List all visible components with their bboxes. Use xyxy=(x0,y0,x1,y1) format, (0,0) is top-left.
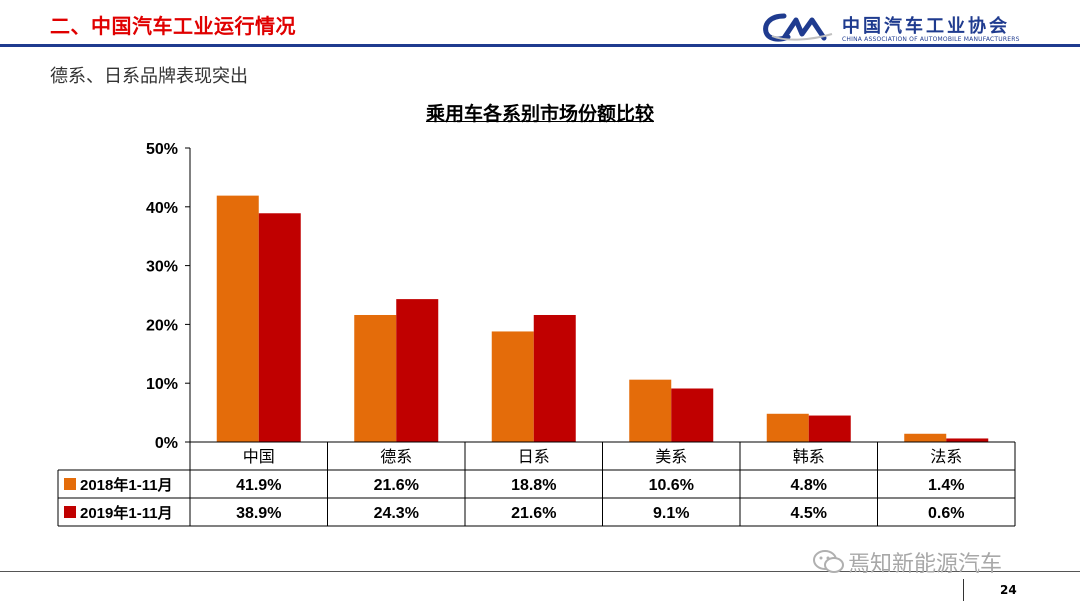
caam-logo: 中国汽车工业协会 CHINA ASSOCIATION OF AUTOMOBILE… xyxy=(762,10,1072,44)
y-tick-label: 0% xyxy=(155,435,178,452)
logo-english-name: CHINA ASSOCIATION OF AUTOMOBILE MANUFACT… xyxy=(842,36,1020,43)
chart-title: 乘用车各系别市场份额比较 xyxy=(425,103,654,125)
data-label: 24.3% xyxy=(374,505,419,522)
wechat-icon xyxy=(813,550,844,573)
legend-swatch xyxy=(64,478,76,490)
bar-2019 xyxy=(533,314,576,442)
section-title: 二、中国汽车工业运行情况 xyxy=(50,14,296,38)
data-label: 1.4% xyxy=(928,477,964,494)
bar-2019 xyxy=(946,438,989,442)
category-label: 法系 xyxy=(930,448,962,466)
data-label: 21.6% xyxy=(511,505,556,522)
y-tick-label: 30% xyxy=(146,259,178,276)
logo-chinese-name: 中国汽车工业协会 xyxy=(842,16,1010,37)
bar-2018 xyxy=(766,413,809,442)
data-label: 9.1% xyxy=(653,505,689,522)
data-label: 4.5% xyxy=(791,505,827,522)
data-label: 41.9% xyxy=(236,477,281,494)
data-label: 4.8% xyxy=(791,477,827,494)
bar-2019 xyxy=(808,415,851,442)
category-label: 美系 xyxy=(655,448,687,466)
y-tick-label: 50% xyxy=(146,141,178,158)
legend-label: 2018年1-11月 xyxy=(80,476,173,494)
bar-2018 xyxy=(904,433,947,442)
category-label: 日系 xyxy=(518,448,550,466)
y-tick-label: 10% xyxy=(146,376,178,393)
bar-2019 xyxy=(258,213,301,442)
page-number: 24 xyxy=(1000,583,1017,597)
footer-divider xyxy=(0,571,1080,572)
slide-subtitle: 德系、日系品牌表现突出 xyxy=(50,66,248,87)
watermark-text: 焉知新能源汽车 xyxy=(848,552,1003,577)
data-label: 10.6% xyxy=(649,477,694,494)
y-tick-label: 40% xyxy=(146,200,178,217)
legend-label: 2019年1-11月 xyxy=(80,504,173,522)
header-divider xyxy=(0,44,1080,47)
category-label: 中国 xyxy=(243,448,275,466)
page-number-divider xyxy=(963,579,964,601)
data-label: 18.8% xyxy=(511,477,556,494)
caam-logo-icon xyxy=(763,13,833,42)
bar-2018 xyxy=(216,195,259,442)
bar-2018 xyxy=(491,331,534,442)
bar-2019 xyxy=(671,388,714,442)
legend-swatch xyxy=(64,506,76,518)
data-label: 21.6% xyxy=(374,477,419,494)
category-label: 德系 xyxy=(380,448,412,466)
category-label: 韩系 xyxy=(793,448,825,466)
bar-2019 xyxy=(396,299,439,442)
data-label: 0.6% xyxy=(928,505,964,522)
bar-2018 xyxy=(354,314,397,442)
y-tick-label: 20% xyxy=(146,317,178,334)
bar-2018 xyxy=(629,379,672,442)
data-label: 38.9% xyxy=(236,505,281,522)
